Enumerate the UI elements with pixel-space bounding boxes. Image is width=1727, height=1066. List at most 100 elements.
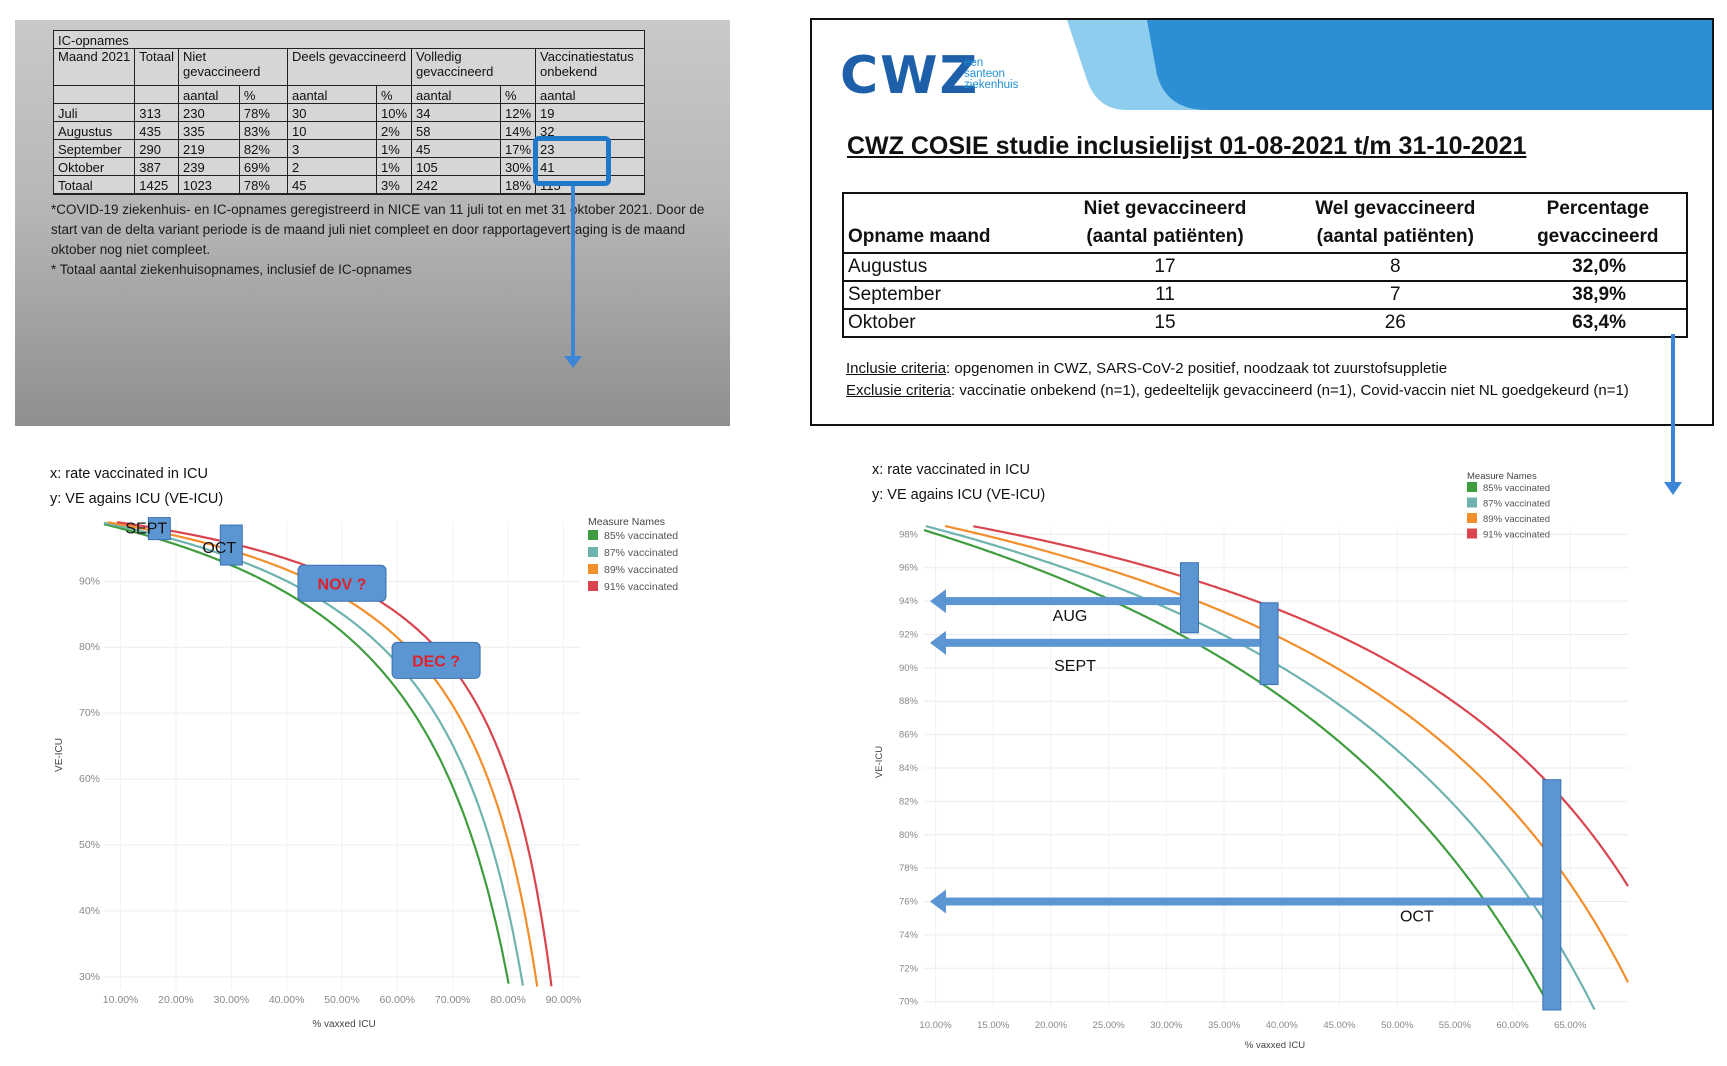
y-tick-labels: 70% 72% 74% 76% 78% 80% 82% 84% 86% 88% 90% 92% 94% 9… [899,529,919,1007]
legend-swatch [1467,497,1477,508]
table-cell: Oktober [52,157,136,176]
y-descriptor-right: y: VE agains ICU (VE-ICU) [872,487,1046,503]
nice-header-cell: Deels gevaccineerd [286,48,413,86]
cwz-header-cell: Opname maand [843,192,1050,254]
series-line [944,524,1629,983]
x-tick-label: 10.00% [919,1020,952,1031]
legend-entry: 91% vaccinated [1483,530,1550,541]
table-cell: 45 [286,175,377,195]
table-cell: Totaal [52,175,136,195]
x-tick-label: 20.00% [1035,1020,1068,1031]
y-tick-label: 80% [79,641,100,653]
nice-footnotes: *COVID-19 ziekenhuis- en IC-opnames gere… [51,200,721,280]
annotation-label: NOV ? [318,576,367,593]
table-cell: 3% [375,175,413,195]
table-cell: Juli [52,103,136,122]
x-tick-label: 45.00% [1323,1020,1356,1031]
table-cell: 1% [375,157,413,176]
y-tick-label: 72% [899,963,919,974]
x-tick-label: 55.00% [1439,1020,1472,1031]
y-tick-label: 92% [899,629,919,640]
cwz-criteria: Inclusie criteria: opgenomen in CWZ, SAR… [846,358,1629,402]
down-arrow-line [1671,334,1675,484]
table-cell: September [52,139,136,158]
chart-legend: Measure Names 85% vaccinated 87% vaccinate… [588,516,678,593]
inclusion-criteria: Inclusie criteria: opgenomen in CWZ, SAR… [846,358,1629,380]
table-cell: Augustus [843,252,1050,282]
series-line [103,523,510,984]
highlight-box [533,136,611,186]
table-cell: 17 [1049,252,1281,282]
x-axis-label: % vaxxed ICU [312,1019,375,1030]
down-arrow-head-icon [564,356,582,368]
x-tick-labels: 10.00% 20.00% 30.00% 40.00% 50.00% 60.00% 70.0… [103,994,581,1006]
table-cell: 1425 [134,175,179,195]
y-tick-label: 98% [899,529,919,540]
y-axis-label: VE-ICU [874,746,885,778]
y-tick-label: 88% [899,696,919,707]
annotation-box [297,564,387,602]
nice-subheader-cell: aantal [286,85,377,104]
legend-entry: 87% vaccinated [604,547,678,559]
table-row: September 290 219 82% 3 1% 45 17% 23 [52,139,646,158]
legend-swatch [1467,513,1477,523]
table-cell: 58 [411,121,502,140]
nice-header-row: Maand 2021 Totaal Niet gevaccineerd Deel… [52,48,646,86]
table-cell: 1% [375,139,413,158]
annotation-label: SEPT [1054,658,1096,675]
nice-header-cell: Maand 2021 [52,48,136,86]
cwz-inclusion-table: Opname maand Niet gevaccineerd (aantal pa… [842,192,1688,338]
x-tick-label: 70.00% [435,994,471,1006]
annotation-label: OCT [1400,909,1434,926]
nice-footnote-2: * Totaal aantal ziekenhuisopnames, inclu… [51,262,412,277]
nice-footnote-1: *COVID-19 ziekenhuis- en IC-opnames gere… [51,202,705,257]
down-arrow-line [571,186,575,358]
y-tick-label: 70% [79,707,100,719]
annotation-bar [1542,779,1562,1011]
nice-header-cell: Volledig gevaccineerd [411,48,537,86]
series-line [923,529,1552,1010]
table-cell: 30% [500,157,537,176]
table-row: Augustus 17 8 32,0% [843,252,1687,282]
table-row: Juli 313 230 78% 30 10% 34 12% 19 [52,103,646,122]
inclusion-label: Inclusie criteria [846,360,947,377]
y-tick-label: 70% [899,997,919,1008]
table-cell: 12% [500,103,537,122]
legend-swatch [1467,528,1477,539]
table-cell: 7 [1280,280,1510,310]
x-tick-label: 15.00% [977,1020,1010,1031]
x-tick-label: 35.00% [1208,1020,1241,1031]
table-cell: September [843,280,1050,310]
table-cell: 82% [238,139,288,158]
y-tick-label: 74% [899,930,919,941]
y-tick-label: 40% [79,905,100,917]
x-tick-label: 90.00% [546,994,582,1006]
table-cell: 38,9% [1509,280,1687,310]
y-tick-label: 96% [899,563,919,574]
arrow-left-icon [930,630,946,655]
x-tick-label: 60.00% [1496,1020,1529,1031]
x-tick-label: 20.00% [158,994,194,1006]
y-tick-label: 90% [899,663,919,674]
cwz-logo-subtitle: een santeon ziekenhuis [964,57,1018,91]
cwz-header-row: Opname maand Niet gevaccineerd (aantal pa… [843,192,1687,254]
table-cell: 69% [238,157,288,176]
cwz-header-cell: Wel gevaccineerd (aantal patiënten) [1280,192,1510,254]
y-tick-label: 30% [79,971,100,983]
legend-swatch [588,530,598,540]
cwz-logo: CWZ [840,46,980,106]
y-tick-label: 50% [79,839,100,851]
exclusion-label: Exclusie criteria [846,382,952,399]
table-cell: 11 [1049,280,1281,310]
y-tick-label: 60% [79,773,100,785]
table-cell: 242 [411,175,502,195]
table-cell: 105 [411,157,502,176]
y-descriptor-left: y: VE agains ICU (VE-ICU) [50,491,224,507]
exclusion-criteria: Exclusie criteria: vaccinatie onbekend (… [846,380,1629,402]
table-row: Oktober 15 26 63,4% [843,308,1687,338]
table-cell: 14% [500,121,537,140]
x-tick-label: 40.00% [1266,1020,1299,1031]
nice-header-cell: Niet gevaccineerd [177,48,288,86]
down-arrow-head-icon [1664,482,1682,495]
